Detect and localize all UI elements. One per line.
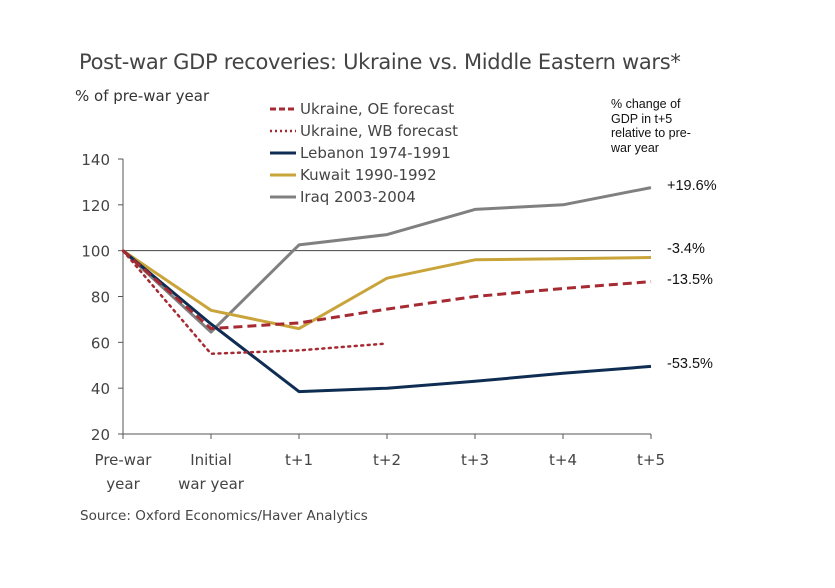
x-tick-label: t+5 <box>637 451 665 469</box>
y-tick-label: 20 <box>91 426 110 444</box>
series-line-ukraine-wb-forecast <box>121 249 389 356</box>
y-tick-label: 40 <box>91 380 110 398</box>
legend-swatch-dashed <box>270 107 296 111</box>
legend-label: Lebanon 1974-1991 <box>300 144 451 162</box>
legend-swatch-solid <box>270 195 296 199</box>
legend-swatch-dotted <box>270 129 296 133</box>
legend-swatch-solid <box>270 173 296 177</box>
legend-label: Iraq 2003-2004 <box>300 188 416 206</box>
legend-item-lebanon: Lebanon 1974-1991 <box>268 142 458 164</box>
series-line-kuwait-1990-1992 <box>122 249 652 331</box>
legend-swatch-solid <box>270 151 296 155</box>
legend-item-ukraine-oe: Ukraine, OE forecast <box>268 98 458 120</box>
note-line: GDP in t+5 <box>611 111 673 126</box>
y-tick-label: 60 <box>91 334 110 352</box>
end-label-ukraine-oe: -13.5% <box>667 271 713 288</box>
y-tick-label: 100 <box>81 243 110 261</box>
end-label-lebanon: -53.5% <box>667 356 713 373</box>
y-tick-label: 80 <box>91 289 110 307</box>
legend-label: Ukraine, OE forecast <box>300 100 455 118</box>
x-tick-label: Initial <box>190 451 232 469</box>
end-label-kuwait: -3.4% <box>667 240 705 257</box>
note-line: relative to pre- <box>611 126 691 140</box>
legend-label: Ukraine, WB forecast <box>300 122 459 140</box>
x-tick-label: war year <box>178 475 245 493</box>
x-tick-label: year <box>106 475 140 493</box>
x-tick-label: t+4 <box>549 451 577 469</box>
legend-item-kuwait: Kuwait 1990-1992 <box>268 164 458 186</box>
end-label-iraq: +19.6% <box>667 177 717 194</box>
x-tick-label: Pre-war <box>95 451 153 469</box>
source-note: Source: Oxford Economics/Haver Analytics <box>80 508 368 524</box>
series-line-iraq-2003-2004 <box>121 186 652 334</box>
legend-item-iraq: Iraq 2003-2004 <box>268 186 458 208</box>
x-tick-label: t+2 <box>373 451 401 469</box>
x-tick-label: t+3 <box>461 451 489 469</box>
chart-title: Post-war GDP recoveries: Ukraine vs. Mid… <box>79 50 681 74</box>
legend-label: Kuwait 1990-1992 <box>300 166 437 184</box>
y-axis-label: % of pre-war year <box>75 87 210 105</box>
x-tick-label: t+1 <box>285 451 313 469</box>
note-line: war year <box>611 140 659 155</box>
note-line: % change of <box>611 97 681 111</box>
y-tick-label: 120 <box>81 197 110 215</box>
legend: Ukraine, OE forecast Ukraine, WB forecas… <box>268 98 458 208</box>
annotation-note: % change of GDP in t+5 relative to pre- … <box>611 97 721 155</box>
legend-item-ukraine-wb: Ukraine, WB forecast <box>268 120 458 142</box>
series-line-ukraine-oe-forecast <box>122 249 652 331</box>
series-line-lebanon-1974-1991 <box>122 249 652 394</box>
y-tick-label: 140 <box>81 151 110 169</box>
